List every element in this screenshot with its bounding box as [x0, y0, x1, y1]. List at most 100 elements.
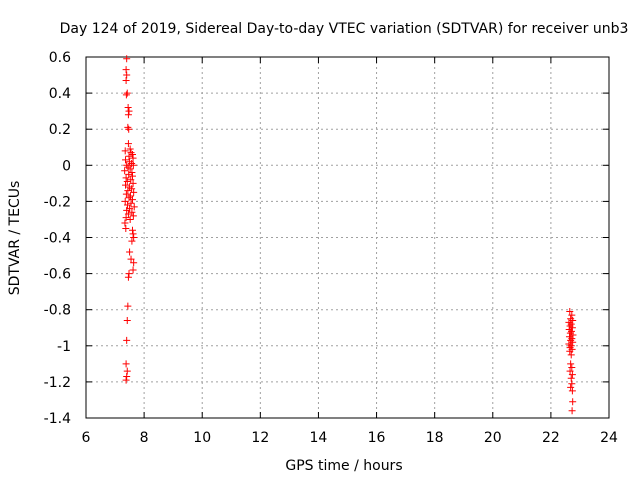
- x-tick-label: 6: [82, 430, 91, 446]
- data-point: [567, 320, 575, 328]
- data-point: [567, 374, 575, 382]
- data-point: [569, 317, 577, 325]
- y-tick-label: -0.8: [44, 303, 71, 319]
- data-point: [566, 308, 574, 316]
- data-point: [123, 89, 131, 97]
- data-point: [121, 197, 129, 205]
- data-point: [123, 367, 131, 375]
- data-point: [128, 237, 136, 245]
- data-point: [128, 226, 136, 234]
- data-point: [123, 336, 131, 344]
- data-point: [121, 167, 129, 175]
- data-point: [127, 176, 135, 184]
- data-point: [130, 203, 138, 211]
- data-point: [128, 150, 136, 158]
- data-point: [123, 55, 131, 63]
- y-tick-label: 0.6: [49, 50, 71, 66]
- data-point: [124, 140, 132, 148]
- data-point: [122, 376, 130, 384]
- data-point: [566, 367, 574, 375]
- data-point: [121, 147, 129, 155]
- data-point: [123, 372, 131, 380]
- data-point: [568, 363, 576, 371]
- data-point: [128, 159, 136, 167]
- data-point: [123, 206, 131, 214]
- data-point: [128, 172, 136, 180]
- data-point: [129, 179, 137, 187]
- data-point: [567, 342, 575, 350]
- data-point: [567, 351, 575, 359]
- data-point: [128, 196, 136, 204]
- x-tick-label: 14: [310, 430, 328, 446]
- data-point: [567, 360, 575, 368]
- data-point: [129, 161, 137, 169]
- data-point: [124, 210, 132, 218]
- data-point: [568, 407, 576, 415]
- data-point: [122, 214, 130, 222]
- data-point: [568, 380, 576, 388]
- data-point: [128, 169, 136, 177]
- data-point: [122, 174, 130, 182]
- data-point: [123, 161, 131, 169]
- data-point: [569, 398, 577, 406]
- data-point: [123, 178, 131, 186]
- tick-layer: [85, 56, 610, 419]
- data-point: [126, 192, 134, 200]
- data-point: [125, 170, 133, 178]
- chart-title: Day 124 of 2019, Sidereal Day-to-day VTE…: [60, 21, 629, 37]
- data-point: [124, 302, 132, 310]
- x-tick-label: 20: [484, 430, 502, 446]
- data-point: [130, 259, 138, 267]
- data-point: [568, 327, 576, 335]
- data-point: [126, 165, 134, 173]
- points-layer: [121, 55, 577, 415]
- data-point: [125, 107, 133, 115]
- data-point: [125, 152, 133, 160]
- data-point: [125, 270, 133, 278]
- grid-layer: [86, 57, 609, 418]
- data-point: [569, 338, 577, 346]
- x-tick-label: 10: [193, 430, 211, 446]
- data-point: [124, 187, 132, 195]
- data-point: [129, 212, 137, 220]
- data-point: [569, 331, 577, 339]
- x-tick-labels: 6 8 10 12 14 16 18 20 22 24: [82, 430, 618, 446]
- data-point: [122, 66, 130, 74]
- data-point: [129, 154, 137, 162]
- y-tick-label: -0.2: [44, 194, 71, 210]
- data-point: [568, 311, 576, 319]
- data-point: [128, 208, 136, 216]
- data-point: [130, 188, 138, 196]
- y-tick-label: -1.4: [44, 411, 71, 427]
- data-point: [125, 125, 133, 133]
- data-point: [122, 156, 130, 164]
- x-tick-label: 16: [368, 430, 386, 446]
- data-point: [127, 199, 135, 207]
- y-tick-label: 0.2: [49, 122, 71, 138]
- data-point: [122, 91, 130, 99]
- x-tick-label: 22: [542, 430, 560, 446]
- data-point: [127, 255, 135, 263]
- data-point: [122, 224, 130, 232]
- data-point: [124, 273, 132, 281]
- data-point: [567, 383, 575, 391]
- data-point: [130, 234, 138, 241]
- y-tick-label: 0.4: [49, 86, 71, 102]
- y-tick-label: -1.2: [44, 375, 71, 391]
- data-point: [127, 149, 135, 157]
- data-point: [123, 317, 131, 325]
- data-point: [124, 123, 132, 131]
- y-tick-label: -0.6: [44, 267, 71, 283]
- data-point: [129, 266, 137, 274]
- data-point: [123, 71, 131, 79]
- data-point: [128, 185, 136, 193]
- data-point: [568, 371, 576, 379]
- y-axis-label: SDTVAR / TECUs: [7, 181, 23, 296]
- data-point: [124, 201, 132, 209]
- data-point: [568, 387, 576, 395]
- data-point: [126, 215, 134, 223]
- data-point: [121, 219, 129, 227]
- data-point: [122, 181, 130, 189]
- data-point: [126, 248, 134, 256]
- data-point: [122, 76, 130, 84]
